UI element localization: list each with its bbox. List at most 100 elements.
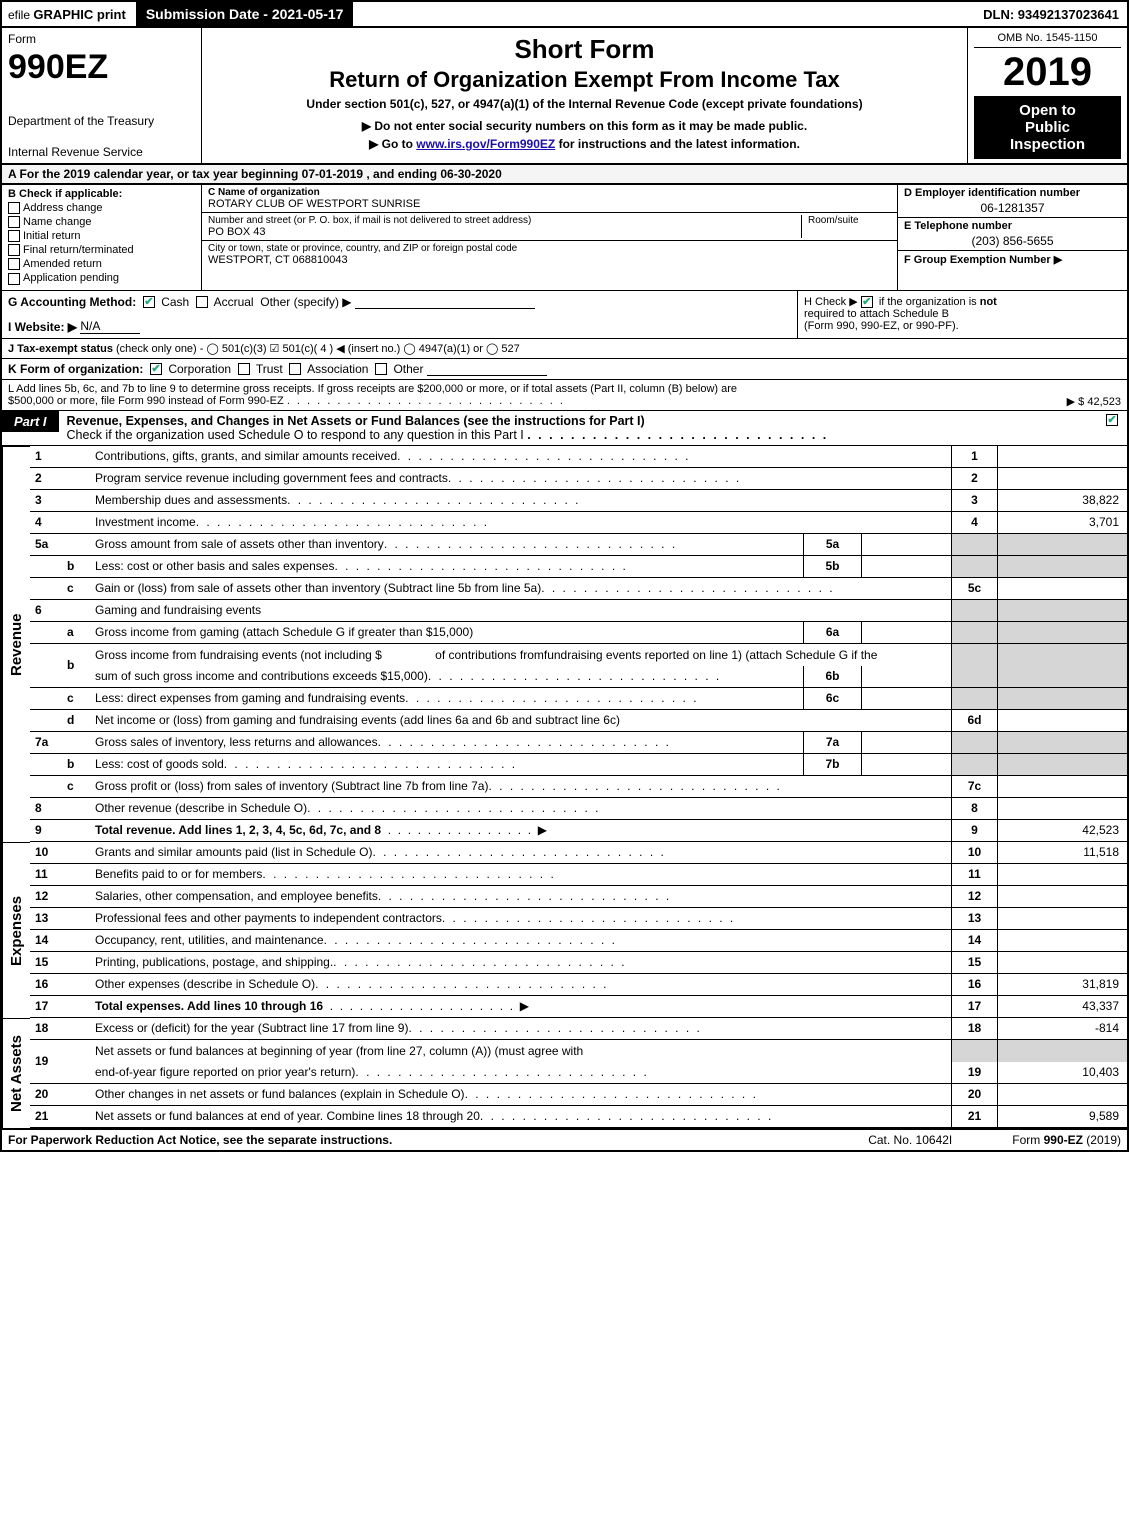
efile-label: efile GRAPHIC print [2, 5, 132, 24]
line-num: 20 [30, 1084, 62, 1106]
b-opt-address[interactable]: Address change [8, 202, 195, 214]
addr-label: Number and street (or P. O. box, if mail… [208, 215, 801, 226]
efile-print[interactable]: print [93, 7, 126, 22]
line-rnum: 16 [951, 974, 997, 996]
b-opt-name[interactable]: Name change [8, 216, 195, 228]
line-num [30, 622, 62, 644]
header-right: OMB No. 1545-1150 2019 Open to Public In… [967, 28, 1127, 163]
b-opt-label: Application pending [23, 272, 119, 284]
expenses-side-label: Expenses [2, 842, 30, 1018]
g-other-blank[interactable] [355, 308, 535, 309]
b-opt-amended[interactable]: Amended return [8, 258, 195, 270]
line-rnum: 19 [951, 1062, 997, 1084]
line-desc: Net assets or fund balances at end of ye… [90, 1106, 951, 1128]
line-rval [997, 908, 1127, 930]
line-sub [62, 600, 90, 622]
l6b-d3: fundraising events reported on line 1) (… [544, 648, 878, 662]
checkbox-icon[interactable] [8, 216, 20, 228]
checkbox-icon[interactable] [8, 244, 20, 256]
checkbox-icon[interactable] [1106, 414, 1118, 426]
b-opt-pending[interactable]: Application pending [8, 272, 195, 284]
irs-link[interactable]: www.irs.gov/Form990EZ [416, 137, 555, 151]
f-label: F Group Exemption Number ▶ [904, 254, 1062, 266]
line-rval [997, 952, 1127, 974]
b-opt-initial[interactable]: Initial return [8, 230, 195, 242]
org-name: ROTARY CLUB OF WESTPORT SUNRISE [208, 198, 891, 210]
footer-left: For Paperwork Reduction Act Notice, see … [8, 1133, 392, 1147]
row-g-h: G Accounting Method: Cash Accrual Other … [0, 291, 1129, 339]
line-rnum: 18 [951, 1018, 997, 1040]
checkbox-icon[interactable] [8, 202, 20, 214]
checkbox-icon[interactable] [8, 230, 20, 242]
line-sub [62, 842, 90, 864]
line-rnum: 7c [951, 776, 997, 798]
line-desc: Less: cost of goods sold [90, 754, 803, 776]
b-opt-label: Address change [23, 202, 103, 214]
line-sub: c [62, 688, 90, 710]
line-rval-grey [997, 1040, 1127, 1062]
line-rnum: 15 [951, 952, 997, 974]
line-sub [62, 864, 90, 886]
phone-block: E Telephone number (203) 856-5655 [898, 218, 1127, 251]
checkbox-icon[interactable] [150, 363, 162, 375]
checkbox-icon[interactable] [289, 363, 301, 375]
phone-value: (203) 856-5655 [904, 232, 1121, 248]
line-rval [997, 710, 1127, 732]
line-sub: b [62, 556, 90, 578]
section-l: L Add lines 5b, 6c, and 7b to line 9 to … [0, 380, 1129, 411]
line-rval-grey [997, 666, 1127, 688]
h-pre: H Check ▶ [804, 296, 861, 308]
line-desc: Less: cost or other basis and sales expe… [90, 556, 803, 578]
line-sub [62, 490, 90, 512]
efile-topbar: efile GRAPHIC print Submission Date - 20… [0, 0, 1129, 26]
checkbox-icon[interactable] [196, 296, 208, 308]
line-num: 18 [30, 1018, 62, 1040]
line-sub: b [62, 644, 90, 688]
checkbox-icon[interactable] [861, 296, 873, 308]
line-rval [997, 446, 1127, 468]
line-rnum: 14 [951, 930, 997, 952]
line-rval-grey [997, 688, 1127, 710]
line-rval: 3,701 [997, 512, 1127, 534]
line-num: 12 [30, 886, 62, 908]
line-sub [62, 974, 90, 996]
line-rval-grey [997, 622, 1127, 644]
line-sub: d [62, 710, 90, 732]
line-sub: c [62, 578, 90, 600]
line-num: 9 [30, 820, 62, 842]
inner-value [861, 666, 951, 688]
checkbox-icon[interactable] [375, 363, 387, 375]
inner-label: 7b [803, 754, 861, 776]
efile-graphic[interactable]: GRAPHIC [33, 7, 93, 22]
checkbox-icon[interactable] [143, 296, 155, 308]
footer-form-pre: Form [1012, 1133, 1043, 1147]
section-k: K Form of organization: Corporation Trus… [0, 359, 1129, 380]
line-sub: a [62, 622, 90, 644]
h-mid: if the organization is [876, 296, 980, 308]
line-rnum-grey [951, 1040, 997, 1062]
checkbox-icon[interactable] [8, 273, 20, 285]
line-desc: Other revenue (describe in Schedule O) [90, 798, 951, 820]
k-other-blank[interactable] [427, 375, 547, 376]
org-address: PO BOX 43 [208, 226, 801, 238]
b-opt-final[interactable]: Final return/terminated [8, 244, 195, 256]
form-header: Form 990EZ Department of the Treasury In… [0, 26, 1129, 165]
form-word: Form [8, 32, 195, 46]
dot-leader [527, 428, 887, 442]
line-sub [62, 446, 90, 468]
b-opt-label: Amended return [23, 258, 102, 270]
e-label: E Telephone number [904, 220, 1012, 232]
line-sub [62, 820, 90, 842]
checkbox-icon[interactable] [8, 258, 20, 270]
tax-year: 2019 [974, 52, 1121, 92]
line-num: 14 [30, 930, 62, 952]
checkbox-icon[interactable] [238, 363, 250, 375]
form-number: 990EZ [8, 50, 195, 84]
line-rnum: 4 [951, 512, 997, 534]
line-num [30, 754, 62, 776]
line-desc: Excess or (deficit) for the year (Subtra… [90, 1018, 951, 1040]
omb-number: OMB No. 1545-1150 [974, 32, 1121, 48]
line-desc: Contributions, gifts, grants, and simila… [90, 446, 951, 468]
under-section: Under section 501(c), 527, or 4947(a)(1)… [208, 97, 961, 111]
return-title: Return of Organization Exempt From Incom… [208, 67, 961, 93]
